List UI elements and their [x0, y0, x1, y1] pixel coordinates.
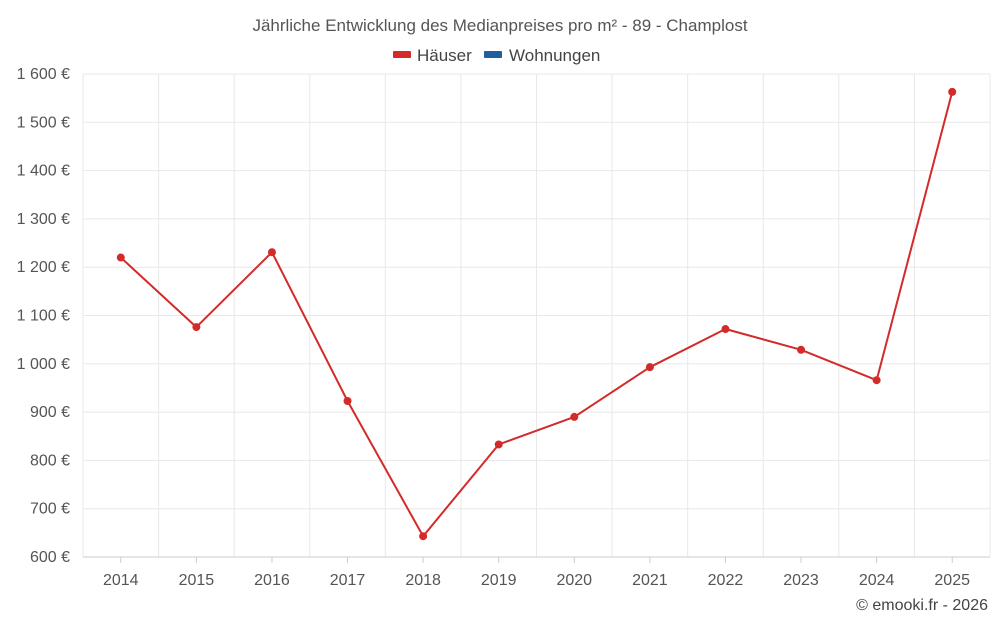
data-point — [267, 248, 276, 257]
x-tick-label: 2017 — [330, 572, 366, 589]
y-tick-label: 1 600 € — [17, 66, 70, 83]
x-tick-label: 2019 — [481, 572, 517, 589]
y-tick-label: 700 € — [30, 501, 70, 518]
data-point — [721, 325, 730, 334]
y-tick-label: 1 300 € — [17, 211, 70, 228]
y-tick-label: 600 € — [30, 549, 70, 566]
x-tick-label: 2015 — [179, 572, 215, 589]
y-tick-label: 900 € — [30, 404, 70, 421]
axes: 600 € 700 € 800 € 900 € 1 000 € 1 100 € 1 200 … — [17, 66, 990, 589]
legend-item-houses[interactable]: Häuser — [393, 46, 472, 65]
x-tick-label: 2023 — [783, 572, 819, 589]
y-tick-label: 1 000 € — [17, 356, 70, 373]
x-tick-label: 2014 — [103, 572, 139, 589]
x-tick-label: 2022 — [708, 572, 744, 589]
y-tick-label: 1 100 € — [17, 308, 70, 325]
x-tick-label: 2020 — [556, 572, 592, 589]
data-point — [494, 440, 503, 449]
series-line — [120, 91, 954, 538]
x-tick-label: 2024 — [859, 572, 895, 589]
x-tick-label: 2016 — [254, 572, 290, 589]
x-tick-label: 2025 — [934, 572, 970, 589]
data-series — [116, 87, 957, 541]
data-point — [797, 345, 806, 354]
data-point — [645, 363, 654, 372]
data-point — [116, 253, 125, 262]
legend-swatch-apartments — [484, 51, 502, 58]
x-tick-label: 2018 — [405, 572, 441, 589]
data-point — [419, 532, 428, 541]
data-point — [570, 412, 579, 421]
chart-legend: Häuser Wohnungen — [393, 46, 600, 65]
legend-label-apartments: Wohnungen — [509, 46, 600, 65]
y-tick-label: 1 500 € — [17, 114, 70, 131]
grid-lines — [82, 73, 991, 557]
y-tick-label: 1 200 € — [17, 259, 70, 276]
credit-text: © emooki.fr - 2026 — [856, 597, 988, 614]
data-point — [948, 87, 957, 96]
data-point — [872, 376, 881, 385]
chart-title: Jährliche Entwicklung des Medianpreises … — [252, 16, 747, 35]
y-tick-label: 1 400 € — [17, 163, 70, 180]
data-point — [343, 396, 352, 405]
legend-item-apartments[interactable]: Wohnungen — [484, 46, 600, 65]
x-tick-label: 2021 — [632, 572, 668, 589]
data-point — [192, 323, 201, 332]
legend-swatch-houses — [393, 51, 411, 58]
legend-label-houses: Häuser — [417, 46, 472, 65]
y-tick-label: 800 € — [30, 452, 70, 469]
